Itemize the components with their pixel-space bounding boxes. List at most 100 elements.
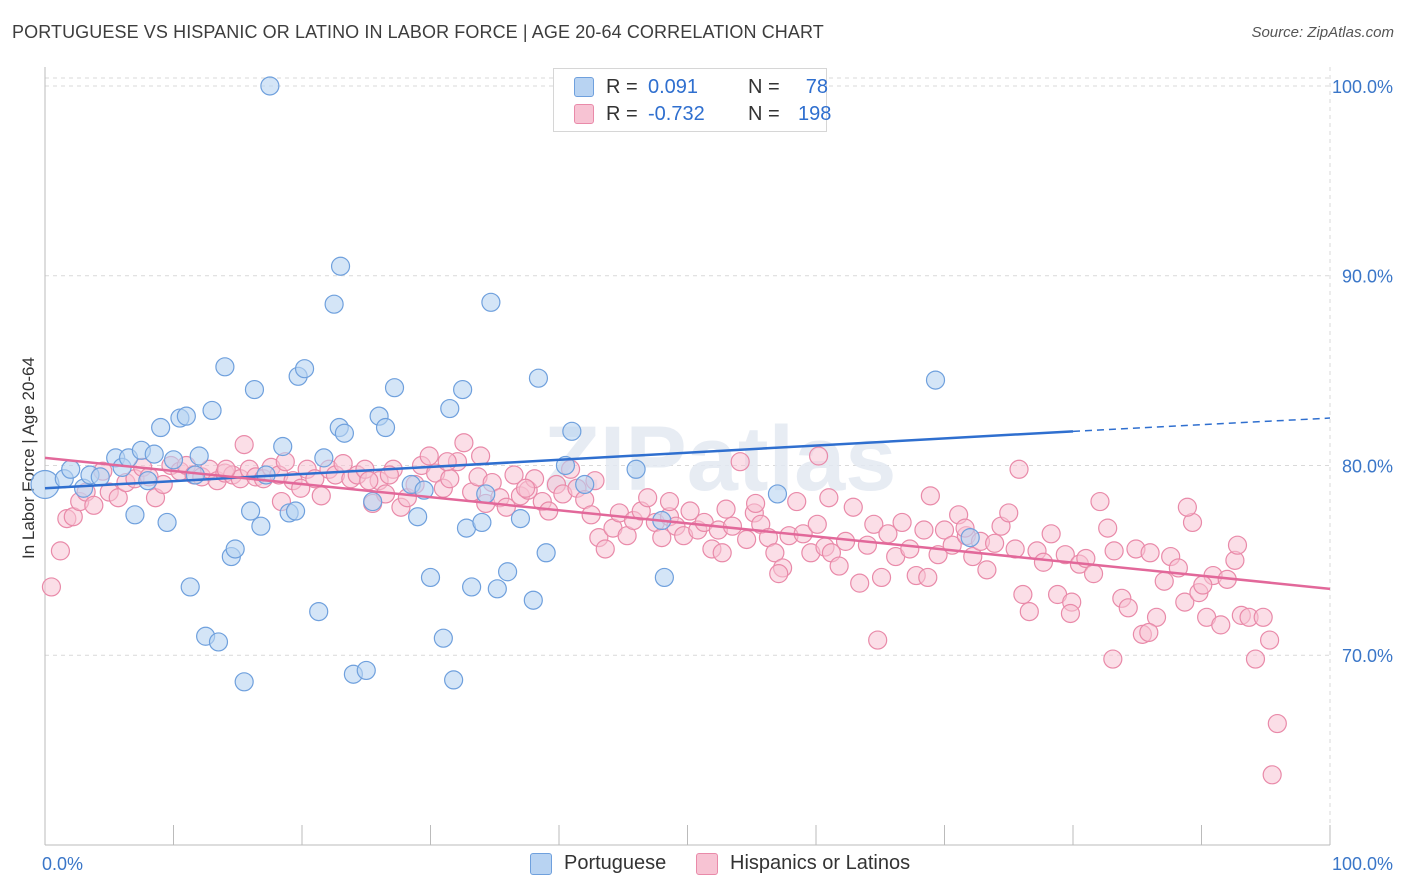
- legend-r-value: -0.732: [648, 102, 705, 125]
- point-portuguese: [498, 562, 518, 582]
- legend-n-value: 78: [805, 75, 828, 98]
- point-hispanics: [84, 495, 104, 515]
- point-hispanics: [1146, 607, 1167, 627]
- chart-source: Source: ZipAtlas.com: [1251, 24, 1394, 41]
- axes: [44, 67, 1331, 846]
- point-hispanics: [504, 465, 524, 485]
- bottom-legend-label: Portuguese: [564, 852, 667, 874]
- point-hispanics: [892, 512, 912, 533]
- point-hispanics: [1227, 535, 1248, 555]
- y-axis-label: In Labor Force | Age 20-64: [19, 357, 38, 559]
- point-portuguese: [244, 379, 265, 400]
- point-portuguese: [324, 294, 344, 314]
- point-hispanics: [807, 514, 827, 534]
- point-portuguese: [356, 660, 376, 681]
- point-portuguese: [215, 357, 235, 377]
- point-hispanics: [1103, 649, 1123, 669]
- point-portuguese: [176, 406, 196, 426]
- point-hispanics: [835, 531, 856, 551]
- point-hispanics: [1098, 518, 1118, 538]
- point-hispanics: [659, 491, 680, 512]
- point-hispanics: [829, 556, 849, 576]
- point-portuguese: [462, 577, 482, 597]
- legend-n-label: N =: [748, 102, 780, 125]
- point-portuguese: [420, 567, 441, 588]
- point-hispanics: [454, 433, 474, 453]
- point-portuguese: [208, 632, 229, 652]
- point-hispanics: [1175, 592, 1195, 612]
- point-hispanics: [515, 478, 536, 498]
- point-hispanics: [999, 503, 1019, 523]
- trend-lines: [44, 417, 1331, 591]
- point-hispanics: [850, 573, 870, 593]
- point-hispanics: [900, 539, 920, 559]
- bottom-legend-hispanics: Hispanics or Latinos: [696, 852, 910, 875]
- point-hispanics: [1267, 713, 1287, 734]
- point-hispanics: [311, 486, 331, 506]
- point-portuguese: [472, 512, 492, 533]
- point-hispanics: [680, 501, 700, 521]
- point-hispanics: [359, 471, 379, 491]
- point-portuguese: [384, 378, 405, 398]
- point-hispanics: [108, 488, 128, 508]
- point-hispanics: [1033, 552, 1054, 572]
- point-portuguese: [251, 516, 271, 536]
- point-portuguese: [555, 455, 576, 476]
- legend-swatch-pink: [574, 104, 594, 124]
- point-hispanics: [843, 497, 863, 517]
- point-hispanics: [716, 499, 736, 519]
- point-hispanics: [808, 446, 829, 466]
- point-hispanics: [977, 560, 997, 580]
- x-tick-labels: 0.0% 100.0%: [42, 854, 1393, 874]
- point-hispanics: [50, 541, 71, 561]
- point-portuguese: [260, 76, 280, 96]
- point-portuguese: [144, 444, 164, 464]
- point-portuguese: [626, 459, 646, 479]
- point-portuguese: [414, 480, 434, 500]
- point-portuguese: [125, 505, 145, 525]
- bottom-legend-portuguese: Portuguese: [530, 852, 666, 875]
- point-hispanics: [819, 488, 839, 508]
- point-portuguese: [767, 484, 788, 504]
- point-portuguese: [30, 469, 60, 500]
- point-hispanics: [41, 577, 62, 597]
- point-portuguese: [163, 450, 184, 470]
- point-hispanics: [1154, 571, 1174, 591]
- legend-n-value: 198: [798, 102, 832, 125]
- point-hispanics: [471, 446, 491, 466]
- legend-r-label: R =: [606, 75, 638, 98]
- point-portuguese: [453, 379, 473, 400]
- point-portuguese: [528, 368, 549, 388]
- point-hispanics: [1118, 598, 1138, 618]
- point-portuguese: [61, 459, 81, 479]
- point-portuguese: [334, 423, 355, 443]
- point-hispanics: [234, 435, 254, 455]
- point-portuguese: [330, 256, 351, 276]
- point-portuguese: [273, 436, 293, 457]
- legend-row-portuguese: R = 0.091 N = 78: [574, 74, 828, 100]
- point-portuguese: [202, 400, 222, 421]
- point-portuguese: [440, 398, 460, 419]
- point-portuguese: [925, 370, 946, 390]
- point-hispanics: [918, 567, 938, 588]
- point-portuguese: [960, 527, 980, 548]
- point-portuguese: [157, 512, 177, 533]
- point-hispanics: [1140, 543, 1160, 563]
- point-portuguese: [151, 417, 171, 438]
- point-portuguese: [562, 421, 582, 441]
- point-hispanics: [787, 491, 807, 512]
- point-hispanics: [920, 486, 940, 506]
- watermark: ZIPatlas: [544, 408, 897, 510]
- point-portuguese: [180, 577, 200, 597]
- point-hispanics: [765, 543, 785, 563]
- point-portuguese: [476, 484, 496, 504]
- bottom-legend-swatch-pink: [696, 852, 718, 875]
- point-portuguese: [309, 601, 329, 622]
- y-tick-label: 70.0%: [1342, 646, 1393, 666]
- legend-row-hispanics: R = -0.732 N = 198: [574, 101, 832, 127]
- point-hispanics: [1139, 622, 1159, 643]
- point-portuguese: [285, 501, 306, 521]
- point-hispanics: [712, 543, 732, 563]
- point-portuguese: [234, 672, 254, 692]
